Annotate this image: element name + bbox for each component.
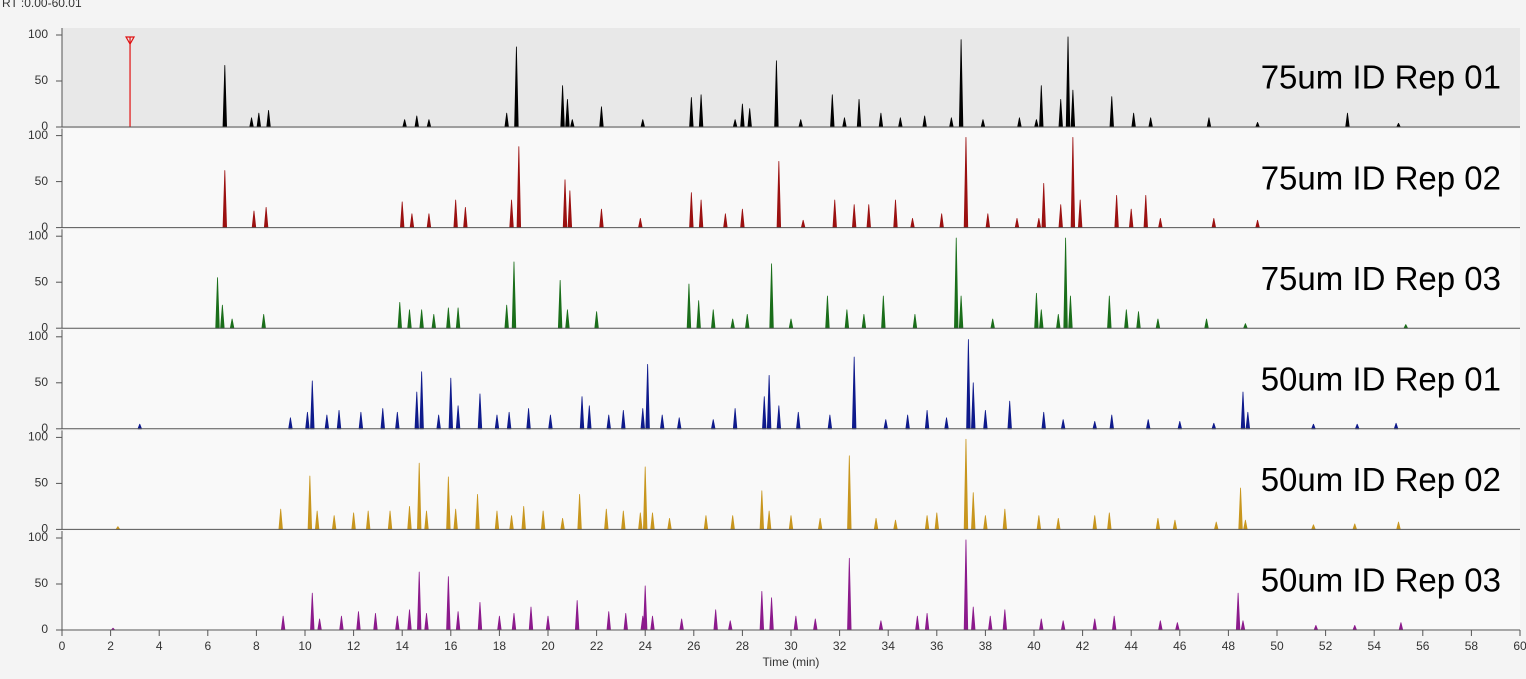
x-tick-label: 24 [639, 639, 653, 653]
y-tick-label: 50 [35, 274, 49, 288]
y-tick-label: 100 [28, 228, 48, 242]
x-tick-label: 48 [1222, 639, 1236, 653]
trace-label: 75um ID Rep 03 [1261, 260, 1501, 297]
panel-background [62, 28, 1520, 128]
y-tick-label: 50 [35, 476, 49, 490]
x-tick-label: 40 [1027, 639, 1041, 653]
x-tick-label: 2 [107, 639, 114, 653]
x-tick-label: 30 [784, 639, 798, 653]
trace-label: 50um ID Rep 02 [1261, 461, 1501, 498]
x-tick-label: 52 [1319, 639, 1333, 653]
x-tick-label: 28 [736, 639, 750, 653]
y-tick-label: 50 [35, 174, 49, 188]
y-tick-label: 50 [35, 375, 49, 389]
x-axis-label: Time (min) [763, 655, 820, 669]
x-tick-label: 56 [1416, 639, 1430, 653]
trace-label: 50um ID Rep 03 [1261, 562, 1501, 599]
y-tick-label: 100 [28, 530, 48, 544]
x-tick-label: 8 [253, 639, 260, 653]
y-tick-label: 0 [41, 320, 48, 334]
x-tick-label: 4 [156, 639, 163, 653]
x-tick-label: 44 [1125, 639, 1139, 653]
x-tick-label: 50 [1270, 639, 1284, 653]
x-tick-label: 32 [833, 639, 847, 653]
trace-label: 75um ID Rep 01 [1261, 59, 1501, 96]
trace-label: 75um ID Rep 02 [1261, 159, 1501, 196]
x-tick-label: 26 [687, 639, 701, 653]
rt-marker-head [125, 36, 136, 46]
x-tick-label: 22 [590, 639, 604, 653]
trace-label: 50um ID Rep 01 [1261, 361, 1501, 398]
x-tick-label: 14 [396, 639, 410, 653]
x-tick-label: 46 [1173, 639, 1187, 653]
y-tick-label: 0 [41, 522, 48, 536]
x-tick-label: 0 [59, 639, 66, 653]
range-title: RT :0.00-60.01 [2, 0, 82, 10]
y-tick-label: 100 [28, 430, 48, 444]
x-tick-label: 54 [1368, 639, 1382, 653]
x-tick-label: 6 [204, 639, 211, 653]
y-tick-label: 50 [35, 576, 49, 590]
x-tick-label: 60 [1513, 639, 1526, 653]
x-tick-label: 10 [298, 639, 312, 653]
x-tick-label: 20 [541, 639, 555, 653]
y-tick-label: 100 [28, 27, 48, 41]
x-tick-label: 18 [493, 639, 507, 653]
x-tick-label: 38 [979, 639, 993, 653]
x-tick-label: 12 [347, 639, 361, 653]
y-tick-label: 50 [35, 73, 49, 87]
x-tick-label: 36 [930, 639, 944, 653]
y-tick-label: 100 [28, 128, 48, 142]
panel-background [62, 531, 1520, 631]
panel-background [62, 128, 1520, 229]
y-tick-label: 0 [41, 622, 48, 636]
x-tick-label: 34 [882, 639, 896, 653]
y-tick-label: 0 [41, 421, 48, 435]
y-tick-label: 0 [41, 119, 48, 133]
panel-background [62, 329, 1520, 430]
y-tick-label: 0 [41, 220, 48, 234]
y-tick-label: 100 [28, 329, 48, 343]
panel-background [62, 430, 1520, 531]
panel-background [62, 229, 1520, 330]
x-tick-label: 16 [444, 639, 458, 653]
x-tick-label: 58 [1465, 639, 1479, 653]
x-tick-label: 42 [1076, 639, 1090, 653]
